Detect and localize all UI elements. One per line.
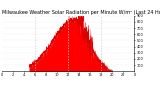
Text: Milwaukee Weather Solar Radiation per Minute W/m² (Last 24 Hours): Milwaukee Weather Solar Radiation per Mi… bbox=[2, 10, 160, 15]
